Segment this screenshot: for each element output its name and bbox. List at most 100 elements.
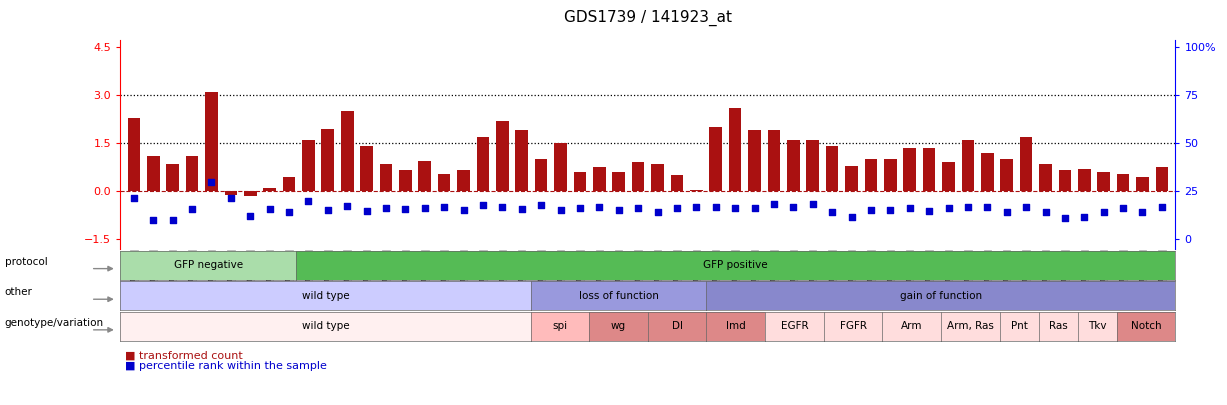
Bar [903, 148, 917, 191]
Point [706, 203, 725, 210]
Bar [244, 191, 256, 196]
Text: Imd: Imd [726, 321, 746, 331]
Text: spi: spi [552, 321, 567, 331]
Bar [1117, 174, 1129, 191]
Point [919, 207, 939, 214]
Text: Arm, Ras: Arm, Ras [947, 321, 994, 331]
Point [842, 214, 861, 220]
Point [531, 202, 551, 208]
Bar [671, 175, 683, 191]
Text: ■ transformed count: ■ transformed count [125, 351, 243, 361]
Bar [535, 159, 547, 191]
Point [725, 205, 745, 211]
Bar [826, 146, 838, 191]
Bar [865, 159, 877, 191]
Bar [225, 191, 237, 194]
Text: Notch: Notch [1131, 321, 1162, 331]
Point [163, 217, 183, 224]
Point [337, 202, 357, 209]
Point [434, 203, 454, 210]
Bar [923, 148, 935, 191]
Bar [379, 164, 393, 191]
Bar [806, 140, 820, 191]
Point [551, 207, 571, 213]
Point [745, 205, 764, 211]
Point [474, 202, 493, 208]
Bar [883, 159, 897, 191]
Bar [302, 140, 314, 191]
Bar [748, 130, 761, 191]
Point [240, 213, 260, 220]
Point [182, 206, 201, 212]
Point [492, 203, 512, 210]
Text: gain of function: gain of function [899, 291, 982, 301]
Bar [690, 190, 703, 191]
Bar [612, 172, 625, 191]
Point [784, 203, 804, 210]
Bar [1020, 137, 1032, 191]
Text: loss of function: loss of function [579, 291, 659, 301]
Text: GFP negative: GFP negative [173, 260, 243, 270]
Bar [476, 137, 490, 191]
Bar [768, 130, 780, 191]
Bar [962, 140, 974, 191]
Bar [496, 121, 509, 191]
Point [609, 207, 628, 213]
Point [124, 194, 144, 201]
Bar [361, 146, 373, 191]
Bar [942, 162, 955, 191]
Bar [574, 172, 587, 191]
Point [899, 205, 919, 211]
Text: GDS1739 / 141923_at: GDS1739 / 141923_at [564, 10, 731, 26]
Point [280, 209, 299, 215]
Text: GFP positive: GFP positive [703, 260, 768, 270]
Bar [1039, 164, 1052, 191]
Bar [845, 166, 858, 191]
Bar [341, 111, 353, 191]
Point [628, 205, 648, 211]
Point [415, 205, 434, 211]
Bar [1156, 167, 1168, 191]
Text: EGFR: EGFR [780, 321, 809, 331]
Point [221, 194, 240, 201]
Point [454, 207, 474, 213]
Bar [264, 188, 276, 191]
Bar [399, 171, 412, 191]
Point [1113, 205, 1133, 211]
Text: protocol: protocol [5, 257, 48, 266]
Text: wild type: wild type [302, 321, 350, 331]
Point [667, 205, 687, 211]
Point [881, 207, 901, 213]
Bar [205, 92, 217, 191]
Bar [515, 130, 528, 191]
Text: other: other [5, 287, 33, 297]
Point [357, 208, 377, 215]
Point [861, 207, 881, 213]
Bar [1097, 172, 1110, 191]
Bar [1000, 159, 1014, 191]
Point [939, 205, 958, 211]
Text: Tkv: Tkv [1088, 321, 1107, 331]
Text: genotype/variation: genotype/variation [5, 318, 104, 328]
Point [996, 209, 1016, 215]
Point [802, 200, 822, 207]
Text: ■ percentile rank within the sample: ■ percentile rank within the sample [125, 361, 328, 371]
Point [1152, 203, 1172, 210]
Point [958, 203, 978, 210]
Bar [282, 177, 296, 191]
Point [318, 207, 337, 213]
Text: wild type: wild type [302, 291, 350, 301]
Text: Dl: Dl [671, 321, 682, 331]
Point [1055, 214, 1075, 221]
Point [764, 200, 784, 207]
Point [571, 205, 590, 211]
Point [512, 206, 531, 212]
Text: Ras: Ras [1049, 321, 1067, 331]
Bar [709, 127, 721, 191]
Point [1075, 214, 1094, 220]
Bar [787, 140, 800, 191]
Bar [147, 156, 160, 191]
Point [978, 203, 998, 210]
Bar [982, 153, 994, 191]
Point [1094, 209, 1114, 215]
